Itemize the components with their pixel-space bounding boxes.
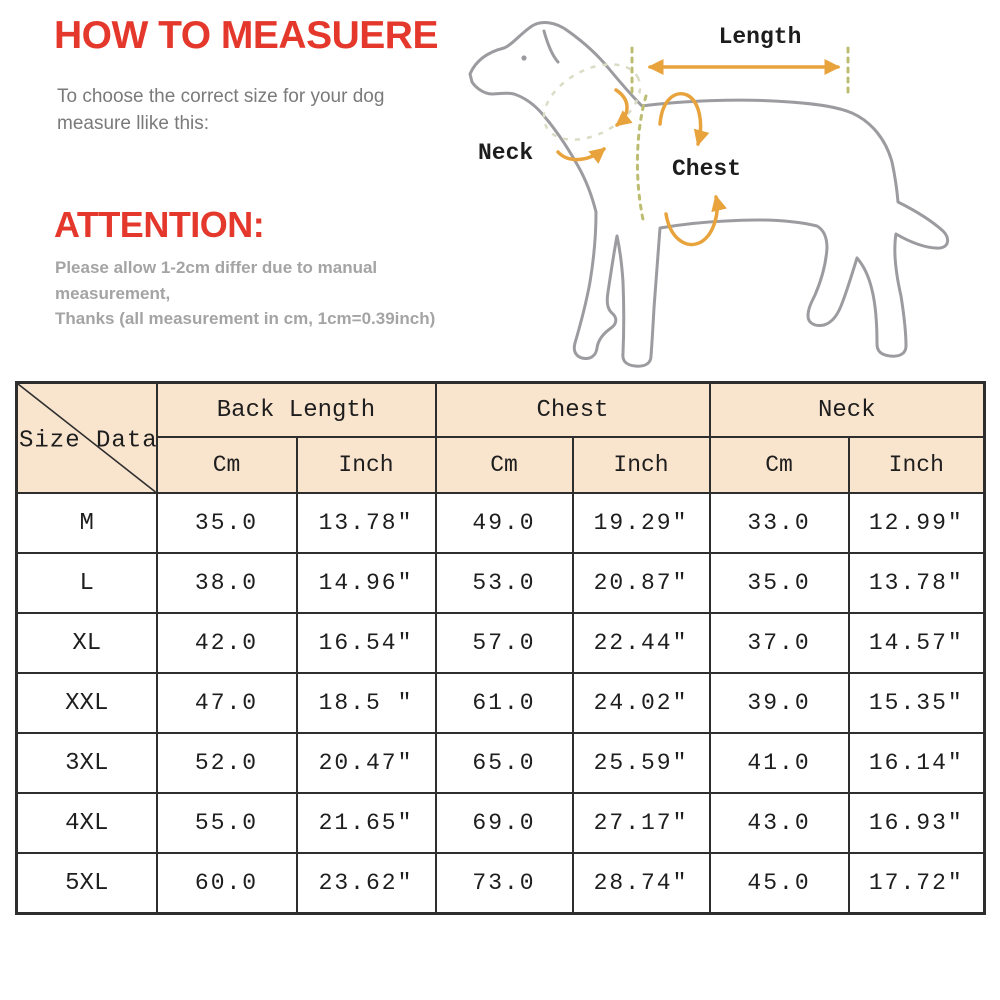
table-row: XXL 47.0 18.5 ″ 61.0 24.02″ 39.0 15.35″ — [15, 672, 986, 734]
measurement-cell: 27.17″ — [571, 792, 711, 854]
size-data-corner-cell: Size Data — [15, 381, 158, 494]
measurement-cell: 21.65″ — [295, 792, 437, 854]
neck-measure-guide — [542, 63, 642, 141]
unit-header-back-cm: Cm — [155, 436, 298, 494]
intro-line-1: To choose the correct size for your dog — [57, 86, 385, 107]
measurement-cell: 20.47″ — [295, 732, 437, 794]
attention-note-line-2: Thanks (all measurement in cm, 1cm=0.39i… — [55, 309, 436, 328]
size-label-cell: 5XL — [15, 852, 158, 915]
attention-note: Please allow 1-2cm differ due to manual … — [55, 255, 495, 332]
measurement-cell: 25.59″ — [571, 732, 711, 794]
neck-arrow-lower — [556, 147, 606, 164]
table-unit-header-row: Cm Inch Cm Inch Cm Inch — [17, 436, 986, 494]
measurement-cell: 17.72″ — [847, 852, 986, 915]
measurement-cell: 18.5 ″ — [295, 672, 437, 734]
table-row: 3XL 52.0 20.47″ 65.0 25.59″ 41.0 16.14″ — [15, 732, 986, 794]
size-label-cell: 3XL — [15, 732, 158, 794]
length-label: Length — [718, 24, 802, 50]
size-label-cell: XXL — [15, 672, 158, 734]
measurement-cell: 41.0 — [708, 732, 850, 794]
table-row: L 38.0 14.96″ 53.0 20.87″ 35.0 13.78″ — [15, 552, 986, 614]
measurement-cell: 20.87″ — [571, 552, 711, 614]
corner-label: Size Data — [19, 427, 158, 455]
measurement-cell: 16.93″ — [847, 792, 986, 854]
measurement-cell: 37.0 — [708, 612, 850, 674]
measurement-cell: 47.0 — [155, 672, 298, 734]
page-title: HOW TO MEASUERE — [54, 14, 438, 57]
measurement-cell: 16.54″ — [295, 612, 437, 674]
table-row: 5XL 60.0 23.62″ 73.0 28.74″ 45.0 17.72″ — [15, 852, 986, 915]
attention-note-line-1: Please allow 1-2cm differ due to manual … — [55, 258, 378, 303]
measurement-cell: 14.96″ — [295, 552, 437, 614]
size-label-cell: 4XL — [15, 792, 158, 854]
dog-measurement-diagram — [440, 0, 1000, 378]
unit-header-chest-inch: Inch — [571, 436, 711, 494]
measurement-cell: 19.29″ — [571, 492, 711, 554]
measurement-cell: 13.78″ — [295, 492, 437, 554]
size-table-body: M 35.0 13.78″ 49.0 19.29″ 33.0 12.99″ L 38.0 14.9… — [15, 492, 986, 915]
chest-label: Chest — [672, 156, 742, 182]
measurement-cell: 12.99″ — [847, 492, 986, 554]
group-header-neck: Neck — [708, 381, 986, 438]
group-header-chest: Chest — [434, 381, 711, 438]
measurement-cell: 35.0 — [708, 552, 850, 614]
measurement-cell: 49.0 — [434, 492, 574, 554]
measurement-cell: 33.0 — [708, 492, 850, 554]
size-label-cell: M — [15, 492, 158, 554]
neck-arrow-upper — [614, 88, 633, 127]
table-row: XL 42.0 16.54″ 57.0 22.44″ 37.0 14.57″ — [15, 612, 986, 674]
measurement-cell: 38.0 — [155, 552, 298, 614]
size-table: Size Data Back Length Chest Neck Cm Inch… — [15, 381, 987, 915]
dog-eye — [521, 55, 527, 61]
measurement-cell: 24.02″ — [571, 672, 711, 734]
measurement-cell: 22.44″ — [571, 612, 711, 674]
intro-text: To choose the correct size for your dog … — [57, 84, 437, 138]
measurement-cell: 35.0 — [155, 492, 298, 554]
attention-title: ATTENTION: — [54, 204, 265, 245]
measurement-cell: 73.0 — [434, 852, 574, 915]
dog-diagram-canvas — [468, 21, 949, 368]
chest-arrow-lower — [664, 194, 727, 247]
measurement-cell: 13.78″ — [847, 552, 986, 614]
intro-line-2: measure llike this: — [57, 112, 210, 134]
measurement-cell: 55.0 — [155, 792, 298, 854]
table-row: M 35.0 13.78″ 49.0 19.29″ 33.0 12.99″ — [15, 492, 986, 554]
dog-ear-line — [542, 29, 560, 64]
size-label-cell: L — [15, 552, 158, 614]
measurement-cell: 39.0 — [708, 672, 850, 734]
chest-arrow-upper — [658, 92, 710, 147]
measurement-cell: 28.74″ — [571, 852, 711, 915]
unit-header-chest-cm: Cm — [434, 436, 574, 494]
measurement-cell: 16.14″ — [847, 732, 986, 794]
measurement-cell: 23.62″ — [295, 852, 437, 915]
dog-outline-drawing — [468, 21, 949, 368]
measurement-cell: 43.0 — [708, 792, 850, 854]
measurement-cell: 60.0 — [155, 852, 298, 915]
neck-label: Neck — [478, 140, 534, 166]
measurement-cell: 45.0 — [708, 852, 850, 915]
unit-header-back-inch: Inch — [295, 436, 437, 494]
size-label-cell: XL — [15, 612, 158, 674]
group-header-back-length: Back Length — [155, 381, 437, 438]
diagonal-divider — [18, 384, 156, 492]
measurement-cell: 42.0 — [155, 612, 298, 674]
measurement-cell: 52.0 — [155, 732, 298, 794]
measurement-cell: 61.0 — [434, 672, 574, 734]
unit-header-neck-inch: Inch — [847, 436, 986, 494]
measurement-cell: 53.0 — [434, 552, 574, 614]
measurement-cell: 14.57″ — [847, 612, 986, 674]
unit-header-neck-cm: Cm — [708, 436, 850, 494]
chest-measure-guide — [635, 94, 648, 226]
table-group-header-row: Size Data Back Length Chest Neck — [15, 381, 986, 494]
table-row: 4XL 55.0 21.65″ 69.0 27.17″ 43.0 16.93″ — [15, 792, 986, 854]
measurement-cell: 15.35″ — [847, 672, 986, 734]
measurement-cell: 57.0 — [434, 612, 574, 674]
measurement-cell: 69.0 — [434, 792, 574, 854]
measurement-cell: 65.0 — [434, 732, 574, 794]
